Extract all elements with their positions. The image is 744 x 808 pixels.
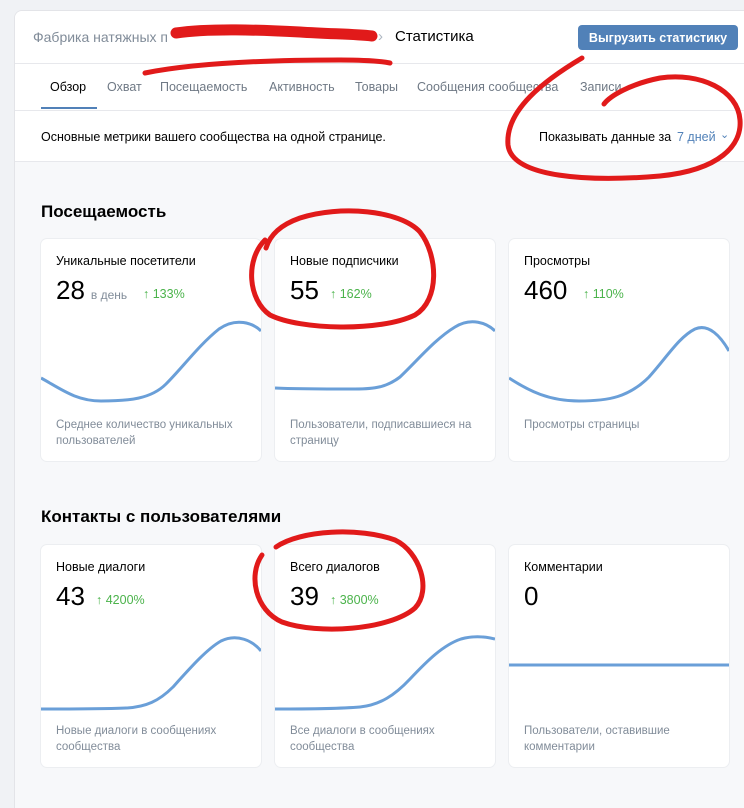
trend-line (275, 635, 495, 711)
card-delta: ↑ 4200% (96, 593, 145, 607)
card-value: 28 в день (56, 275, 128, 305)
tab-overview[interactable]: Обзор (50, 80, 87, 94)
card-title: Новые подписчики (290, 254, 399, 268)
card-delta: ↑ 3800% (330, 593, 379, 607)
card-title: Комментарии (524, 560, 603, 574)
chevron-down-icon[interactable]: ⌄ (720, 129, 730, 141)
period-label: Показывать данные за (539, 130, 672, 144)
trend-chart (509, 663, 729, 667)
card-description: Пользователи, оставившие комментарии (524, 725, 670, 753)
card-delta: ↑ 110% (583, 287, 624, 301)
tab-posts[interactable]: Записи (580, 80, 622, 94)
card-title: Всего диалогов (290, 560, 380, 574)
card-description: Среднее количество уникальных пользовате… (56, 419, 233, 447)
tab-activity[interactable]: Активность (269, 80, 335, 94)
card-value: 43 (56, 581, 85, 611)
card-title: Новые диалоги (56, 560, 146, 574)
card-description: Пользователи, подписавшиеся на страницу (290, 419, 472, 447)
period-dropdown[interactable]: 7 дней (677, 130, 716, 144)
card-title: Уникальные посетители (56, 254, 196, 268)
metric-card-total-dialogs[interactable]: Всего диалогов 39 ↑ 3800% Все диалоги в … (275, 545, 495, 767)
overview-description: Основные метрики вашего сообщества на од… (41, 130, 386, 144)
trend-line (509, 326, 729, 403)
card-value: 0 (524, 581, 539, 611)
metric-card-comments[interactable]: Комментарии 0 Пользователи, оставившие к… (509, 545, 729, 767)
card-value: 55 (290, 275, 319, 305)
card-delta: ↑ 133% (143, 287, 185, 301)
tab-traffic[interactable]: Посещаемость (160, 80, 248, 94)
arrow-up-icon: ↑ (330, 593, 337, 607)
metric-card-new-subscribers[interactable]: Новые подписчики 55 ↑ 162% Пользователи,… (275, 239, 495, 461)
arrow-up-icon: ↑ (143, 287, 150, 301)
tab-reach[interactable]: Охват (107, 80, 142, 94)
trend-chart (509, 326, 729, 403)
trend-chart (41, 636, 261, 711)
section-title-contacts: Контакты с пользователями (41, 507, 282, 526)
export-statistics-button[interactable]: Выгрузить статистику (578, 25, 738, 50)
trend-line (41, 320, 261, 403)
tab-community-messages[interactable]: Сообщения сообщества (417, 80, 559, 94)
trend-chart (275, 635, 495, 711)
trend-chart (41, 320, 261, 403)
statistics-page: Фабрика натяжных п › Статистика Выгрузит… (14, 10, 744, 808)
active-tab-indicator (41, 107, 97, 109)
card-value: 39 (290, 581, 319, 611)
metric-card-unique-visitors[interactable]: Уникальные посетители 28 в день ↑ 133% Ср… (41, 239, 261, 461)
metric-card-new-dialogs[interactable]: Новые диалоги 43 ↑ 4200% Новые диалоги в… (41, 545, 261, 767)
card-description: Просмотры страницы (524, 419, 640, 431)
tab-bar: Обзор Охват Посещаемость Активность Това… (15, 64, 744, 111)
arrow-up-icon: ↑ (583, 287, 590, 301)
breadcrumb-community[interactable]: Фабрика натяжных п (33, 29, 168, 45)
section-title-traffic: Посещаемость (41, 202, 167, 221)
metric-card-views[interactable]: Просмотры 460 ↑ 110% Просмотры страницы (509, 239, 729, 461)
overview-subbar: Основные метрики вашего сообщества на од… (15, 111, 744, 162)
card-description: Новые диалоги в сообщениях сообщества (56, 725, 217, 753)
trend-line (275, 320, 495, 391)
card-title: Просмотры (524, 254, 591, 268)
breadcrumb-separator-icon: › (378, 28, 383, 45)
page-header: Фабрика натяжных п › Статистика Выгрузит… (15, 11, 744, 64)
card-delta: ↑ 162% (330, 287, 372, 301)
trend-chart (275, 320, 495, 391)
arrow-up-icon: ↑ (96, 593, 103, 607)
arrow-up-icon: ↑ (330, 287, 337, 301)
page-title: Статистика (395, 28, 474, 45)
card-unit: в день (90, 288, 128, 302)
tab-goods[interactable]: Товары (355, 80, 398, 94)
card-value: 460 (524, 275, 568, 305)
card-description: Все диалоги в сообщениях сообщества (290, 725, 435, 753)
trend-line (41, 636, 261, 711)
